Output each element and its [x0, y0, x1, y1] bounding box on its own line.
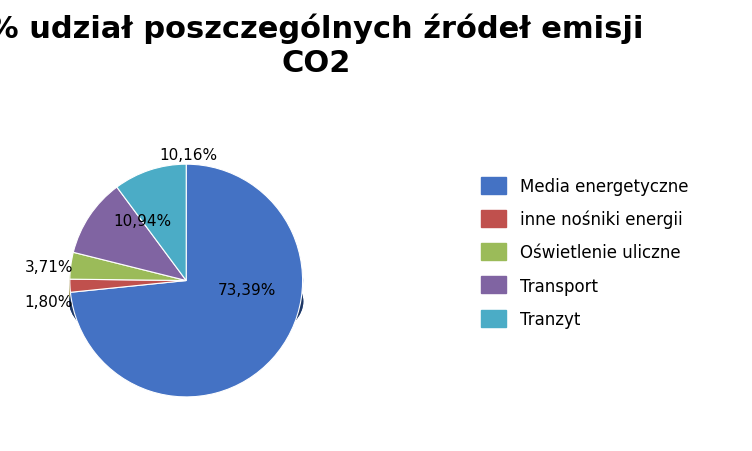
Polygon shape [117, 229, 186, 260]
Polygon shape [71, 229, 302, 354]
Polygon shape [70, 268, 73, 301]
Wedge shape [70, 253, 186, 281]
Legend: Media energetyczne, inne nośniki energii, Oświetlenie uliczne, Transport, Tranzy: Media energetyczne, inne nośniki energii… [475, 170, 695, 335]
Ellipse shape [70, 249, 302, 354]
Wedge shape [71, 165, 302, 397]
Wedge shape [70, 280, 186, 293]
Text: 1,80%: 1,80% [25, 295, 73, 309]
Text: 10,94%: 10,94% [113, 213, 171, 228]
Text: 73,39%: 73,39% [217, 283, 276, 298]
Polygon shape [73, 239, 117, 289]
Text: % udział poszczególnych źródeł emisji
CO2: % udział poszczególnych źródeł emisji CO… [0, 14, 644, 78]
Text: 10,16%: 10,16% [159, 148, 217, 163]
Wedge shape [117, 165, 186, 281]
Ellipse shape [70, 249, 302, 354]
Wedge shape [73, 188, 186, 281]
Text: 3,71%: 3,71% [25, 259, 73, 275]
